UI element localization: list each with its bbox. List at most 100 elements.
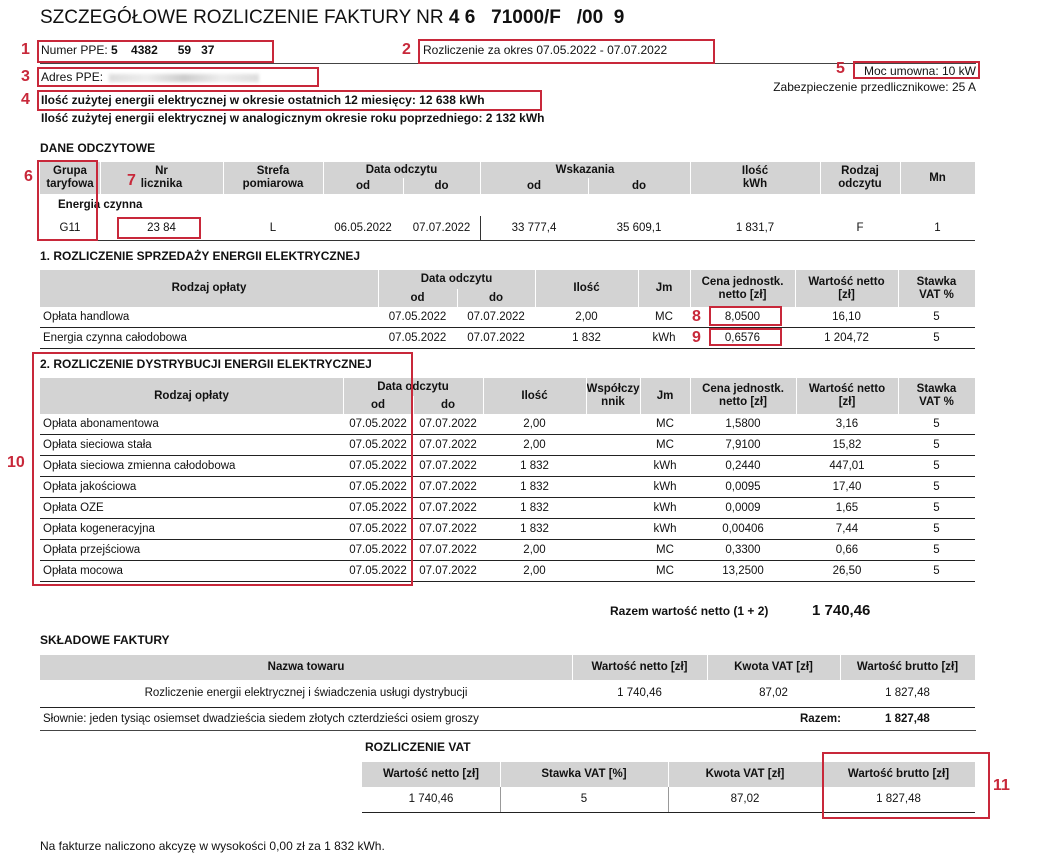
annotation-box-6	[37, 160, 98, 241]
annotation-label-2: 2	[402, 41, 411, 58]
row-separator	[40, 707, 975, 708]
table-cell: 07.05.2022	[349, 502, 407, 514]
table-cell: 5	[933, 460, 940, 472]
column-separator	[223, 162, 224, 194]
table-cell: 1 831,7	[735, 221, 775, 234]
table-cell: 07.05.2022	[388, 311, 447, 323]
annotation-label-7: 7	[127, 172, 136, 189]
table-cell: 07.07.2022	[419, 523, 477, 535]
table-cell: 07.05.2022	[349, 481, 407, 493]
table-cell	[586, 456, 640, 477]
table-cell: 1 832	[520, 523, 549, 535]
table-cell: 07.07.2022	[419, 460, 477, 472]
annotation-box-7	[117, 217, 201, 239]
annotation-box-2	[418, 39, 715, 64]
table-cell	[586, 498, 640, 519]
contract-power: Moc umowna: 10 kW	[863, 64, 976, 78]
table-cell: 8,0500	[724, 311, 761, 323]
annotation-box-4	[37, 90, 542, 111]
table-cell: 07.05.2022	[349, 460, 407, 472]
column-header: Nr licznika	[100, 162, 223, 194]
table-cell: 87,02	[759, 687, 788, 699]
column-header: Stawka VAT %	[898, 270, 975, 307]
column-separator	[640, 378, 641, 414]
annotation-box-11	[822, 752, 990, 819]
table-cell: 07.07.2022	[467, 311, 525, 323]
table-cell: 15,82	[832, 439, 862, 451]
column-separator	[100, 162, 101, 194]
table-cell: Opłata handlowa	[43, 311, 130, 323]
column-header: Rodzaj opłaty	[40, 378, 343, 414]
table-cell: 07.07.2022	[419, 418, 477, 430]
table-cell: 1 832	[520, 481, 549, 493]
table-cell: 0,3300	[725, 544, 761, 556]
row-separator	[40, 518, 975, 519]
row-separator	[40, 240, 975, 241]
table-cell: 33 777,4	[511, 221, 557, 234]
annotation-label-3: 3	[21, 68, 30, 85]
table-cell: Energia czynna całodobowa	[43, 332, 187, 344]
table-cell	[586, 540, 640, 561]
column-separator	[323, 162, 324, 194]
protection: Zabezpieczenie przedlicznikowe: 25 A	[773, 80, 976, 94]
column-header: Wartość netto [zł]	[796, 378, 898, 414]
net-total-value: 1 740,46	[812, 602, 871, 619]
column-header: Wartość netto [zł]	[795, 270, 898, 307]
total-label: Razem:	[800, 713, 841, 725]
column-separator	[403, 178, 404, 194]
column-separator	[535, 270, 536, 307]
annotation-box-1	[37, 40, 274, 63]
table-cell: 07.05.2022	[349, 544, 407, 556]
table-cell: 3,16	[835, 418, 859, 430]
column-header: do	[403, 178, 480, 194]
column-separator	[690, 162, 691, 194]
table-cell: 07.07.2022	[419, 481, 477, 493]
table-cell: 07.05.2022	[349, 418, 407, 430]
table-cell: Opłata abonamentowa	[43, 418, 159, 430]
table-cell: 1 827,48	[876, 793, 921, 805]
table-cell: 1,65	[835, 502, 859, 514]
table-cell: 2,00	[523, 544, 546, 556]
column-header: do	[588, 178, 690, 194]
column-separator	[572, 655, 573, 680]
table-cell: 07.07.2022	[419, 565, 477, 577]
billing-period: Rozliczenie za okres 07.05.2022 - 07.07.…	[423, 43, 668, 57]
table-cell: 2,00	[523, 439, 546, 451]
table-cell: 5	[933, 523, 940, 535]
table-cell: 87,02	[730, 793, 760, 805]
column-header: Kwota VAT [zł]	[707, 655, 840, 680]
table-cell: 07.05.2022	[349, 565, 407, 577]
table-cell: 447,01	[829, 460, 865, 472]
column-header: Stawka VAT %	[898, 378, 975, 414]
column-separator	[820, 162, 821, 194]
column-separator	[343, 378, 344, 414]
table-cell: 7,44	[835, 523, 859, 535]
table-cell: 1,5800	[725, 418, 761, 430]
total-value: 1 827,48	[885, 713, 930, 725]
table-cell: 13,2500	[722, 565, 764, 577]
table-cell: kWh	[653, 460, 677, 472]
row-separator	[40, 560, 975, 561]
column-separator	[796, 378, 797, 414]
annotation-box-5	[853, 61, 980, 79]
table-cell: 07.07.2022	[419, 502, 477, 514]
table-cell: 0,2440	[725, 460, 761, 472]
column-separator	[690, 270, 691, 307]
column-header: Rodzaj opłaty	[40, 270, 378, 307]
column-header: Wartość netto [zł]	[572, 655, 707, 680]
column-header: Cena jednostk. netto [zł]	[690, 378, 796, 414]
annotation-label-1: 1	[21, 41, 30, 58]
column-separator	[378, 270, 379, 307]
table-cell: Opłata sieciowa zmienna całodobowa	[43, 460, 236, 472]
distribution-title: 2. ROZLICZENIE DYSTRYBUCJI ENERGII ELEKT…	[40, 357, 372, 371]
column-header: Mn	[900, 162, 975, 194]
divider	[40, 730, 976, 731]
table-cell: 07.07.2022	[467, 332, 525, 344]
net-total-label: Razem wartość netto (1 + 2)	[610, 604, 769, 618]
table-cell	[586, 435, 640, 456]
column-header: Ilość	[535, 270, 638, 307]
table-cell: 35 609,1	[616, 221, 662, 234]
column-separator	[457, 289, 458, 307]
annotation-label-5: 5	[836, 60, 845, 77]
table-cell: Rozliczenie energii elektrycznej i świad…	[144, 687, 468, 699]
